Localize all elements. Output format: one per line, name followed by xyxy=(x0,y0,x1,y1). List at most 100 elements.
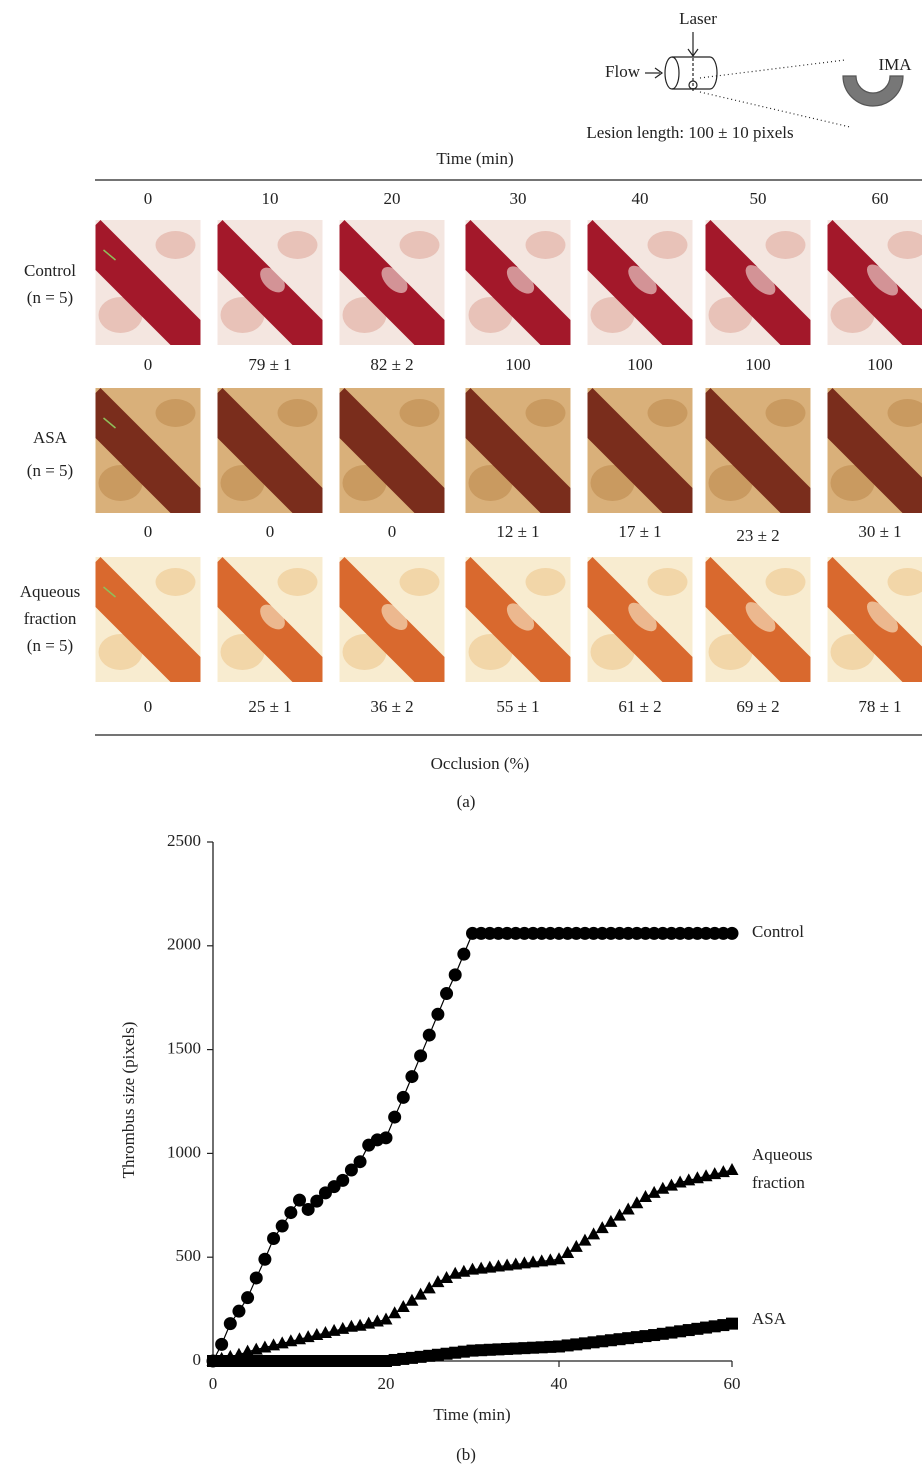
occlusion-value: 0 xyxy=(144,355,153,374)
marker xyxy=(578,1233,592,1246)
thrombus xyxy=(628,265,657,295)
micrograph xyxy=(95,220,201,345)
occlusion-value: 61 ± 2 xyxy=(618,697,661,716)
marker xyxy=(405,1293,419,1306)
occlusion-value: 23 ± 2 xyxy=(736,526,779,545)
marker xyxy=(647,1185,661,1198)
marker xyxy=(388,1306,402,1319)
vessel-band xyxy=(95,220,201,345)
marker xyxy=(379,1312,393,1325)
x-axis-label: Time (min) xyxy=(433,1405,510,1424)
marker xyxy=(422,1028,436,1042)
vessel-end xyxy=(709,56,718,90)
image-texture xyxy=(887,231,922,259)
time-label: 40 xyxy=(632,189,649,208)
marker xyxy=(501,1342,514,1355)
marker xyxy=(267,1232,281,1246)
y-axis-label: Thrombus size (pixels) xyxy=(119,1022,138,1179)
thrombus xyxy=(506,603,535,631)
occlusion-value: 0 xyxy=(266,522,275,541)
marker xyxy=(656,1181,670,1194)
flow-label: Flow xyxy=(605,62,641,81)
image-texture xyxy=(887,568,922,596)
image-texture xyxy=(647,231,688,259)
image-texture xyxy=(525,231,566,259)
marker xyxy=(215,1337,229,1351)
image-texture xyxy=(399,399,440,427)
marker xyxy=(284,1206,298,1220)
occlusion-value: 0 xyxy=(144,697,153,716)
row-n: (n = 5) xyxy=(26,636,74,655)
thrombus xyxy=(628,602,657,632)
occlusion-value: 17 ± 1 xyxy=(618,522,661,541)
y-tick-label: 1500 xyxy=(167,1039,201,1058)
lesion-label: Lesion length: 100 ± 10 pixels xyxy=(586,123,793,142)
x-tick-label: 20 xyxy=(378,1374,395,1393)
marker xyxy=(301,1202,315,1216)
marker xyxy=(241,1291,255,1305)
vessel-band xyxy=(217,388,323,513)
row-label: Aqueous fraction xyxy=(19,582,81,628)
pointer-arrow xyxy=(103,249,116,261)
image-texture xyxy=(765,399,806,427)
table-footer: Occlusion (%) xyxy=(431,754,530,773)
occlusion-value: 100 xyxy=(867,355,893,374)
marker xyxy=(448,968,462,982)
micrograph xyxy=(217,388,323,513)
image-texture xyxy=(887,399,922,427)
marker xyxy=(293,1193,306,1207)
time-label: 20 xyxy=(384,189,401,208)
micrograph xyxy=(705,220,811,345)
occlusion-value: 78 ± 1 xyxy=(858,697,901,716)
occlusion-value: 79 ± 1 xyxy=(248,355,291,374)
row-label: ASA xyxy=(32,428,67,447)
thrombus xyxy=(260,604,285,630)
occlusion-value: 100 xyxy=(627,355,653,374)
vessel-label: IMA xyxy=(878,55,912,74)
occlusion-value: 25 ± 1 xyxy=(248,697,291,716)
micrograph xyxy=(465,388,571,513)
marker xyxy=(396,1090,410,1104)
marker xyxy=(664,1178,678,1191)
series-label: Aqueous fraction xyxy=(752,1145,813,1192)
marker xyxy=(725,926,739,940)
x-tick-label: 60 xyxy=(724,1374,741,1393)
marker xyxy=(613,1208,627,1221)
marker xyxy=(405,1070,419,1084)
marker xyxy=(396,1300,410,1313)
y-tick-label: 0 xyxy=(193,1350,202,1369)
marker xyxy=(249,1271,263,1285)
marker xyxy=(344,1163,358,1177)
marker xyxy=(630,1196,644,1209)
thrombus xyxy=(260,267,285,293)
marker xyxy=(422,1281,436,1294)
marker xyxy=(336,1173,350,1187)
micrograph xyxy=(705,557,811,682)
image-texture xyxy=(647,568,688,596)
marker xyxy=(414,1287,428,1300)
x-tick-label: 40 xyxy=(551,1374,568,1393)
image-texture xyxy=(525,399,566,427)
marker xyxy=(431,1007,445,1021)
marker xyxy=(569,1239,583,1252)
marker xyxy=(595,1221,609,1234)
pointer-arrow xyxy=(103,586,116,598)
vessel-band xyxy=(95,388,201,513)
marker xyxy=(457,947,471,961)
micrograph xyxy=(827,557,922,682)
marker xyxy=(353,1155,367,1169)
time-label: 30 xyxy=(510,189,527,208)
thrombus xyxy=(866,264,899,296)
row-label: Control xyxy=(24,261,76,280)
micrograph xyxy=(705,388,811,513)
zoom-line xyxy=(699,59,846,79)
vessel-band xyxy=(827,388,922,513)
marker xyxy=(587,1227,601,1240)
laser-arrow-head xyxy=(687,48,699,58)
occlusion-value: 82 ± 2 xyxy=(370,355,413,374)
micrograph xyxy=(827,388,922,513)
image-texture xyxy=(155,568,196,596)
micrograph xyxy=(95,557,201,682)
series-label: ASA xyxy=(752,1309,787,1328)
